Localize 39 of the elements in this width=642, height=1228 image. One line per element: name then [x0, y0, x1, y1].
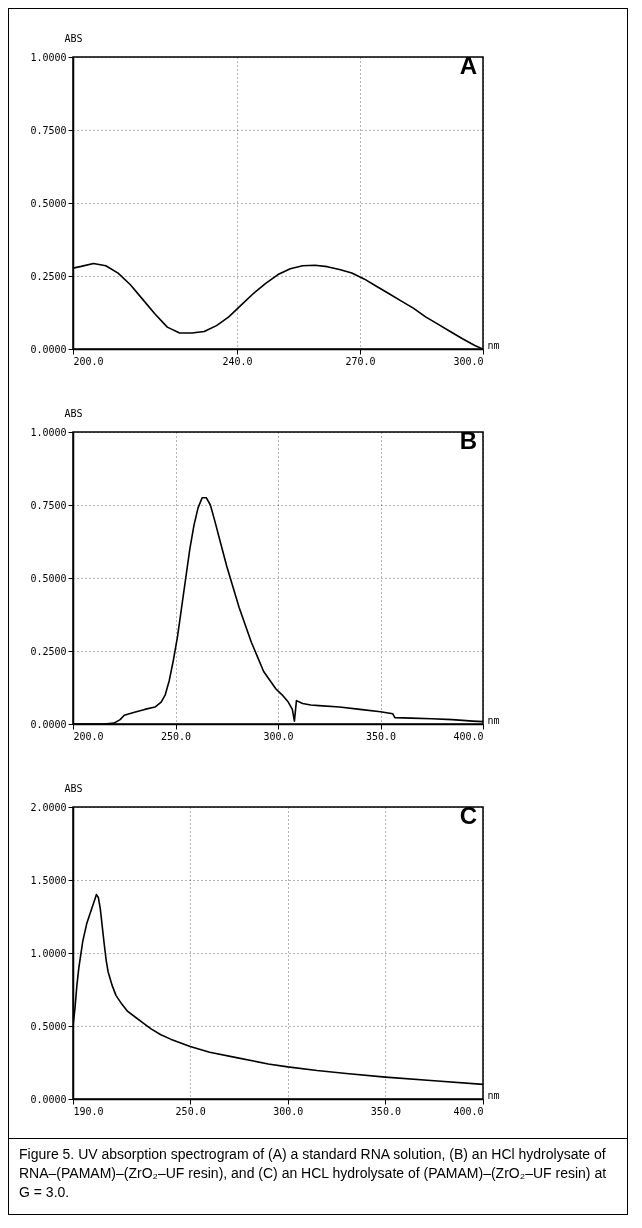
y-tick-label: 1.0000: [30, 51, 67, 63]
y-tick-label: 1.0000: [30, 947, 67, 959]
x-axis-title: nm: [487, 714, 500, 726]
y-tick-label: 0.5000: [30, 1020, 67, 1032]
x-tick-label: 400.0: [453, 730, 484, 742]
x-tick-label: 300.0: [453, 355, 484, 367]
chart-title: B: [459, 427, 478, 454]
y-axis-title: ABS: [64, 782, 83, 794]
x-tick-label: 400.0: [453, 1105, 484, 1117]
y-tick-label: 0.2500: [30, 270, 67, 282]
x-axis-title: nm: [487, 1089, 500, 1101]
y-tick-label: 1.0000: [30, 426, 67, 438]
y-axis-title: ABS: [64, 32, 83, 44]
x-axis-title: nm: [487, 339, 500, 351]
chart-title: C: [459, 802, 478, 829]
x-tick-label: 200.0: [73, 355, 104, 367]
y-tick-label: 2.0000: [30, 801, 67, 813]
x-tick-label: 270.0: [345, 355, 376, 367]
y-tick-label: 0.5000: [30, 572, 67, 584]
x-tick-label: 200.0: [73, 730, 104, 742]
x-tick-label: 300.0: [273, 1105, 304, 1117]
x-tick-label: 240.0: [222, 355, 253, 367]
x-tick-label: 190.0: [73, 1105, 104, 1117]
y-tick-label: 0.7500: [30, 499, 67, 511]
x-tick-label: 300.0: [263, 730, 294, 742]
x-tick-label: 250.0: [160, 730, 192, 742]
y-tick-label: 0.2500: [30, 645, 67, 657]
caption: Figure 5. UV absorption spectrogram of (A) a standard RNA solution, (B) an HCl hydrolysate of RNA–(PAMAM)–(ZrO₂–UF resin), and (C) an HCL hydrolysate of (PAMAM)–(ZrO₂–UF resin) at G = 3.0.: [9, 1138, 627, 1210]
y-axis-title: ABS: [64, 407, 83, 419]
x-tick-label: 250.0: [175, 1105, 206, 1117]
y-tick-label: 0.0000: [30, 343, 67, 355]
y-tick-label: 0.5000: [30, 197, 67, 209]
chart-title: A: [459, 52, 478, 79]
y-tick-label: 1.5000: [30, 874, 67, 886]
y-tick-label: 0.7500: [30, 124, 67, 136]
y-tick-label: 0.0000: [30, 718, 67, 730]
y-tick-label: 0.0000: [30, 1093, 67, 1105]
x-tick-label: 350.0: [365, 730, 397, 742]
x-tick-label: 350.0: [370, 1105, 401, 1117]
